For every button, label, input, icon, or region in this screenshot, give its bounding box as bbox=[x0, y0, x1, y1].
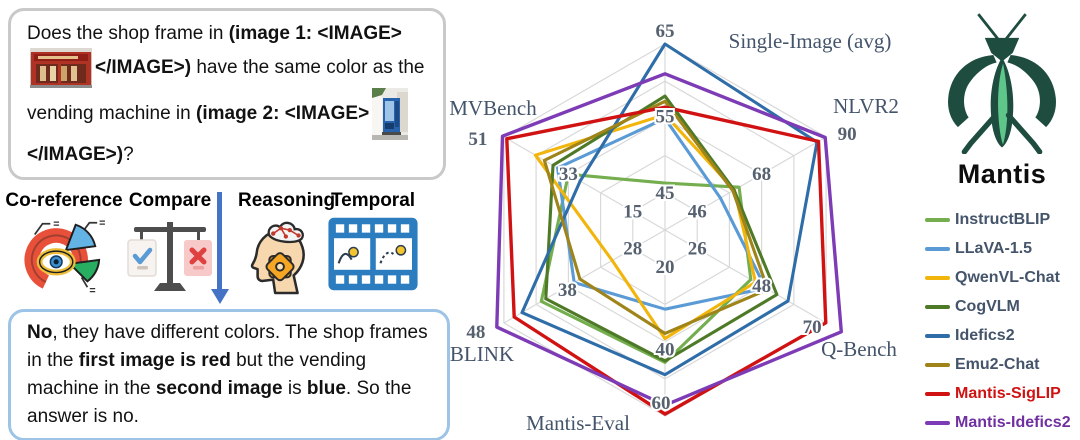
radar-tick-label: 68 bbox=[752, 164, 771, 185]
legend-item-Mantis-SigLIP: Mantis-SigLIP bbox=[925, 379, 1071, 408]
mantis-logo-block: Mantis bbox=[926, 12, 1078, 190]
legend-swatch bbox=[925, 362, 950, 367]
radar-tick-label: 15 bbox=[623, 201, 642, 222]
film-strip-icon bbox=[324, 215, 422, 298]
radar-chart: 45 55 65 46 68 90 26 48 70 20 40 60 28 38 48 15 33 51 Sing… bbox=[449, 19, 899, 435]
category-label: Reasoning bbox=[238, 190, 336, 211]
svg-text:=: = bbox=[53, 219, 59, 231]
category-label: Compare bbox=[128, 190, 212, 211]
radar-tick-label: 38 bbox=[558, 280, 577, 301]
radar-tick-label: 20 bbox=[656, 257, 675, 278]
legend-label: Emu2-Chat bbox=[955, 355, 1040, 373]
legend-label: QwenVL-Chat bbox=[955, 268, 1060, 286]
balance-scale-icon bbox=[126, 215, 214, 300]
category-co-reference: Co-reference = = = bbox=[4, 190, 124, 300]
legend-swatch bbox=[925, 333, 950, 338]
radar-tick-label: 40 bbox=[656, 340, 675, 361]
legend-item-InstructBLIP: InstructBLIP bbox=[925, 205, 1071, 234]
legend-swatch bbox=[925, 304, 950, 309]
question-text-part3: </IMAGE>)? bbox=[27, 144, 134, 165]
radar-tick-label: 33 bbox=[559, 164, 578, 185]
category-label: Co-reference bbox=[5, 190, 123, 211]
legend-label: Mantis-Idefics2 bbox=[955, 413, 1071, 431]
radar-axis-spoke bbox=[503, 229, 666, 324]
radar-axis-spoke bbox=[503, 136, 666, 231]
radar-tick-label: 51 bbox=[468, 129, 487, 150]
image-2-vending-machine-thumbnail bbox=[372, 88, 409, 140]
category-label: Temporal bbox=[330, 190, 416, 211]
radar-tick-label: 60 bbox=[652, 393, 671, 414]
arrow-head bbox=[211, 289, 229, 304]
svg-text:=: = bbox=[99, 218, 105, 230]
legend-item-Emu2-Chat: Emu2-Chat bbox=[925, 350, 1071, 379]
radar-tick-label: 26 bbox=[688, 239, 707, 260]
radar-tick-label: 48 bbox=[752, 276, 771, 297]
svg-text:=: = bbox=[89, 285, 95, 295]
radar-tick-label: 48 bbox=[466, 322, 485, 343]
radar-tick-label: 46 bbox=[688, 201, 707, 222]
legend-label: InstructBLIP bbox=[955, 210, 1051, 228]
radar-axis-label: Q-Bench bbox=[821, 337, 897, 361]
answer-box: No, they have different colors. The shop… bbox=[8, 309, 450, 440]
legend-label: LLaVA-1.5 bbox=[955, 239, 1033, 257]
radar-tick-label: 90 bbox=[838, 124, 857, 145]
radar-axis-label: Single-Image (avg) bbox=[729, 29, 892, 53]
image-1-shop-thumbnail bbox=[30, 48, 92, 88]
legend-label: Mantis-SigLIP bbox=[955, 384, 1061, 402]
mantis-logo-icon bbox=[948, 13, 1056, 155]
question-text-part2: </IMAGE>) have the same color as the ven… bbox=[27, 57, 425, 125]
answer-text: No, they have different colors. The shop… bbox=[27, 322, 428, 427]
category-reasoning: Reasoning bbox=[238, 190, 336, 300]
radar-tick-label: 70 bbox=[803, 317, 822, 338]
legend-label: Idefics2 bbox=[955, 326, 1015, 344]
mantis-wordmark: Mantis bbox=[957, 159, 1047, 189]
radar-axis-label: NLVR2 bbox=[833, 94, 899, 118]
legend-item-Idefics2: Idefics2 bbox=[925, 321, 1071, 350]
radar-series-Emu2-Chat bbox=[542, 99, 770, 335]
question-box: Does the shop frame in (image 1: <IMAGE>… bbox=[8, 8, 446, 180]
radar-tick-label: 45 bbox=[656, 183, 675, 204]
arrow-shaft bbox=[217, 192, 222, 291]
head-gear-icon bbox=[238, 215, 324, 300]
legend-item-QwenVL-Chat: QwenVL-Chat bbox=[925, 263, 1071, 292]
radar-axis-spoke bbox=[664, 229, 827, 324]
legend-swatch bbox=[925, 391, 950, 396]
radar-axis-spoke bbox=[664, 136, 827, 231]
radar-series-Mantis-SigLIP bbox=[505, 105, 828, 416]
flow-arrow-down bbox=[211, 192, 229, 306]
radar-series-Idefics2 bbox=[520, 42, 819, 377]
radar-axis-label: BLINK bbox=[450, 342, 514, 366]
legend-swatch bbox=[925, 275, 950, 280]
radar-tick-label: 65 bbox=[656, 21, 675, 42]
category-compare: Compare bbox=[126, 190, 214, 300]
legend-swatch bbox=[925, 246, 950, 251]
chart-legend: InstructBLIP LLaVA-1.5 QwenVL-Chat CogVLM Id… bbox=[925, 205, 1071, 437]
legend-item-CogVLM: CogVLM bbox=[925, 292, 1071, 321]
legend-item-Mantis-Idefics2: Mantis-Idefics2 bbox=[925, 408, 1071, 437]
legend-swatch bbox=[925, 420, 950, 425]
radar-axis-label: MVBench bbox=[449, 96, 537, 120]
legend-swatch bbox=[925, 217, 950, 222]
pie-eye-icon: = = = bbox=[4, 215, 124, 300]
category-temporal: Temporal bbox=[324, 190, 422, 298]
legend-item-LLaVA-1.5: LLaVA-1.5 bbox=[925, 234, 1071, 263]
radar-series-Mantis-Idefics2 bbox=[495, 72, 843, 407]
legend-label: CogVLM bbox=[955, 297, 1020, 315]
radar-tick-label: 55 bbox=[656, 106, 675, 127]
question-text-part1: Does the shop frame in (image 1: <IMAGE> bbox=[27, 23, 402, 44]
radar-series-LLaVA-1.5 bbox=[556, 116, 768, 311]
radar-axis-label: Mantis-Eval bbox=[526, 411, 630, 435]
radar-tick-label: 28 bbox=[623, 239, 642, 260]
